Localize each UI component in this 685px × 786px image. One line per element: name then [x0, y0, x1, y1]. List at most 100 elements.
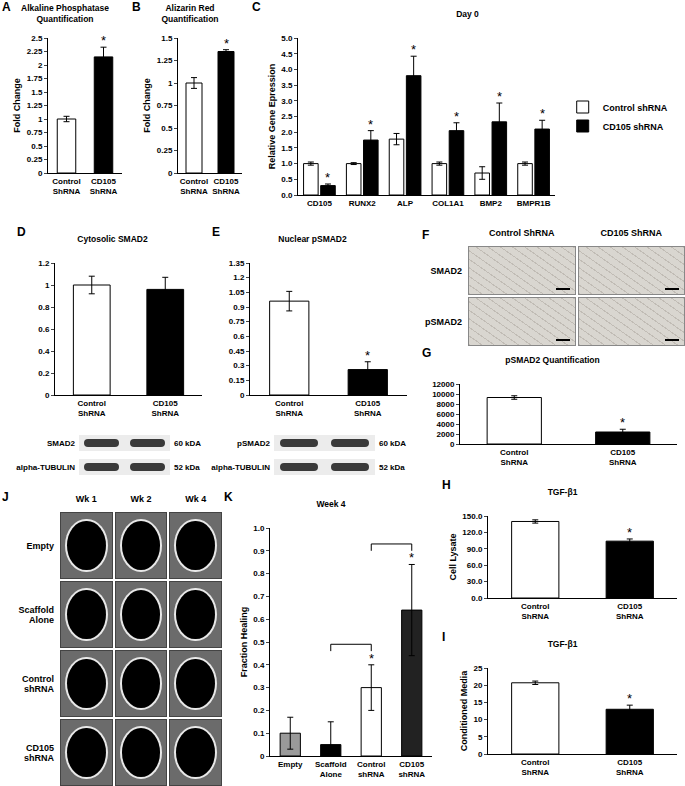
svg-text:Nuclear pSMAD2: Nuclear pSMAD2 [278, 234, 347, 244]
svg-text:0.0: 0.0 [281, 191, 293, 200]
svg-text:1.2: 1.2 [38, 259, 50, 268]
svg-text:*: * [369, 651, 374, 666]
svg-text:ControlShRNA: ControlShRNA [521, 602, 549, 621]
svg-text:ControlShRNA: ControlShRNA [275, 399, 303, 418]
svg-text:0.9: 0.9 [253, 547, 265, 556]
svg-text:30.0: 30.0 [467, 577, 483, 586]
svg-text:0: 0 [45, 391, 50, 400]
svg-text:Relative Gene Epression: Relative Gene Epression [267, 64, 277, 170]
svg-text:0.75: 0.75 [157, 101, 173, 110]
svg-text:1.0: 1.0 [281, 159, 293, 168]
svg-text:6000: 6000 [437, 410, 455, 419]
svg-text:2.25: 2.25 [27, 47, 43, 56]
svg-text:ControlshRNA: ControlshRNA [357, 760, 385, 779]
svg-text:0.5: 0.5 [31, 142, 43, 151]
svg-text:0.8: 0.8 [253, 569, 265, 578]
svg-text:0: 0 [168, 169, 173, 178]
svg-text:0.2: 0.2 [253, 706, 265, 715]
svg-text:0.6: 0.6 [253, 615, 265, 624]
svg-text:CD105ShRNA: CD105ShRNA [616, 758, 644, 777]
svg-text:25: 25 [473, 664, 482, 673]
svg-text:Alizarin RedQuantification: Alizarin RedQuantification [161, 3, 218, 24]
svg-text:1.05: 1.05 [229, 288, 245, 297]
svg-text:1.5: 1.5 [281, 144, 293, 153]
svg-text:0.6: 0.6 [233, 332, 245, 341]
svg-text:CD105ShRNA: CD105ShRNA [151, 399, 179, 418]
svg-text:0.5: 0.5 [253, 638, 265, 647]
svg-text:*: * [454, 109, 459, 124]
svg-text:ALP: ALP [397, 199, 414, 208]
svg-text:3.0: 3.0 [281, 97, 293, 106]
svg-text:1.25: 1.25 [27, 101, 43, 110]
svg-text:CD105ShRNA: CD105ShRNA [212, 177, 240, 196]
svg-text:CD105: CD105 [307, 199, 332, 208]
svg-text:*: * [368, 117, 373, 132]
svg-text:Week 4: Week 4 [316, 499, 345, 509]
svg-text:2.5: 2.5 [281, 112, 293, 121]
svg-text:0: 0 [260, 752, 265, 761]
svg-text:120.0: 120.0 [462, 528, 483, 537]
svg-text:*: * [620, 415, 625, 430]
svg-text:Alkaline PhosphataseQuantifica: Alkaline PhosphataseQuantification [21, 3, 109, 24]
svg-text:*: * [540, 106, 545, 121]
svg-text:0.0: 0.0 [471, 594, 483, 603]
svg-text:ControlShRNA: ControlShRNA [180, 177, 208, 196]
svg-text:pSMAD2 Quantification: pSMAD2 Quantification [505, 355, 599, 365]
svg-text:ControlShRNA: ControlShRNA [78, 399, 106, 418]
svg-text:*: * [497, 89, 502, 104]
svg-text:CD105ShRNA: CD105ShRNA [616, 602, 644, 621]
svg-text:Fraction Healing: Fraction Healing [239, 607, 249, 678]
svg-text:10000: 10000 [432, 390, 455, 399]
svg-text:0.5: 0.5 [161, 124, 173, 133]
svg-text:Fold Change: Fold Change [142, 78, 152, 133]
svg-text:ScaffoldAlone: ScaffoldAlone [315, 760, 347, 779]
svg-text:2000: 2000 [437, 430, 455, 439]
svg-text:Conditioned Media: Conditioned Media [459, 670, 469, 751]
svg-text:ControlShRNA: ControlShRNA [521, 758, 549, 777]
svg-text:*: * [411, 42, 416, 57]
svg-text:RUNX2: RUNX2 [349, 199, 377, 208]
svg-text:2.5: 2.5 [31, 34, 43, 43]
svg-text:4.0: 4.0 [281, 65, 293, 74]
svg-text:0.4: 0.4 [253, 661, 265, 670]
svg-text:0: 0 [240, 391, 245, 400]
svg-text:150.0: 150.0 [462, 512, 483, 521]
svg-text:15: 15 [473, 698, 482, 707]
svg-text:10: 10 [473, 715, 482, 724]
svg-text:ControlShRNA: ControlShRNA [500, 448, 528, 467]
svg-text:Fold Change: Fold Change [12, 78, 22, 133]
svg-text:1: 1 [168, 79, 173, 88]
svg-text:0.8: 0.8 [38, 303, 50, 312]
svg-text:1.2: 1.2 [233, 273, 245, 282]
svg-text:*: * [325, 170, 330, 185]
svg-text:0.75: 0.75 [27, 128, 43, 137]
svg-text:Empty: Empty [278, 760, 303, 769]
svg-text:CD105shRNA: CD105shRNA [398, 760, 425, 779]
svg-text:1.5: 1.5 [161, 34, 173, 43]
svg-text:0: 0 [478, 750, 483, 759]
svg-text:*: * [627, 525, 632, 540]
svg-text:1: 1 [38, 115, 43, 124]
svg-text:0.5: 0.5 [281, 175, 293, 184]
svg-text:1.75: 1.75 [27, 74, 43, 83]
svg-text:0: 0 [38, 169, 43, 178]
svg-text:Cytosolic SMAD2: Cytosolic SMAD2 [77, 234, 148, 244]
svg-text:CD105ShRNA: CD105ShRNA [354, 399, 382, 418]
svg-text:3.5: 3.5 [281, 81, 293, 90]
svg-text:2.0: 2.0 [281, 128, 293, 137]
svg-text:BMPR1B: BMPR1B [517, 199, 551, 208]
svg-text:0: 0 [450, 440, 455, 449]
svg-text:20: 20 [473, 681, 482, 690]
svg-text:5.0: 5.0 [281, 34, 293, 43]
svg-text:0.7: 0.7 [253, 592, 265, 601]
svg-text:*: * [224, 36, 229, 51]
svg-text:0.25: 0.25 [157, 146, 173, 155]
svg-text:0.75: 0.75 [229, 317, 245, 326]
svg-text:2: 2 [38, 61, 43, 70]
svg-text:CD105 shRNA: CD105 shRNA [603, 122, 664, 132]
svg-text:1: 1 [45, 281, 50, 290]
svg-text:*: * [101, 33, 106, 48]
svg-text:0.15: 0.15 [229, 376, 245, 385]
svg-text:0.2: 0.2 [38, 369, 50, 378]
svg-text:8000: 8000 [437, 400, 455, 409]
